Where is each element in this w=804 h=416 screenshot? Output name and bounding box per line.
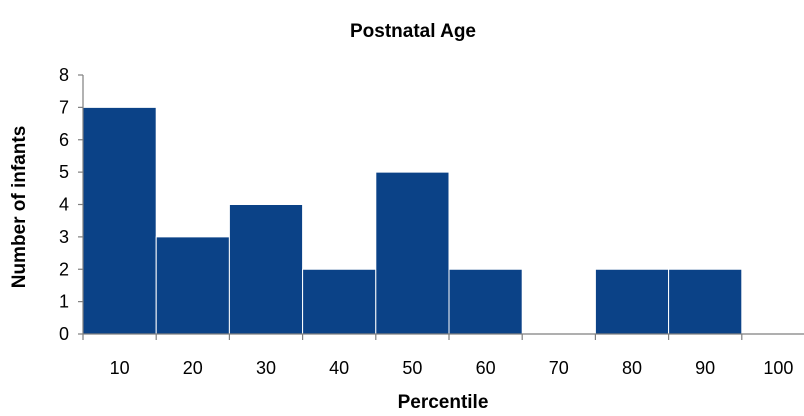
y-tick-label: 6 xyxy=(59,130,69,150)
x-tick-label: 50 xyxy=(402,358,422,378)
x-tick-label: 60 xyxy=(476,358,496,378)
x-tick-label: 20 xyxy=(183,358,203,378)
bar-20 xyxy=(155,236,230,335)
y-tick-label: 4 xyxy=(59,195,69,215)
y-tick-label: 5 xyxy=(59,162,69,182)
bar-40 xyxy=(302,268,377,335)
x-tick-label: 100 xyxy=(763,358,793,378)
y-tick-label: 0 xyxy=(59,324,69,344)
y-tick-label: 2 xyxy=(59,259,69,279)
x-tick-label: 90 xyxy=(695,358,715,378)
y-tick-label: 8 xyxy=(59,65,69,85)
x-axis-ticks: 10 20 30 40 50 60 70 80 90 100 xyxy=(82,334,793,378)
bar-60 xyxy=(448,268,523,335)
x-tick-label: 70 xyxy=(549,358,569,378)
y-axis-label: Number of infants xyxy=(9,126,30,289)
chart-title: Postnatal Age xyxy=(350,21,476,42)
x-tick-label: 10 xyxy=(110,358,130,378)
bar-10 xyxy=(82,106,157,335)
y-axis-ticks: 0 1 2 3 4 5 6 7 8 xyxy=(59,65,83,344)
bar-50 xyxy=(375,171,450,335)
x-tick-label: 80 xyxy=(622,358,642,378)
bar-90 xyxy=(668,268,743,335)
bar-80 xyxy=(594,268,670,335)
y-tick-label: 3 xyxy=(59,227,69,247)
y-tick-label: 1 xyxy=(59,292,69,312)
x-tick-label: 30 xyxy=(256,358,276,378)
bars-group xyxy=(82,106,743,335)
x-axis-label: Percentile xyxy=(398,392,489,413)
bar-30 xyxy=(228,204,304,335)
x-tick-label: 40 xyxy=(329,358,349,378)
y-tick-label: 7 xyxy=(59,97,69,117)
